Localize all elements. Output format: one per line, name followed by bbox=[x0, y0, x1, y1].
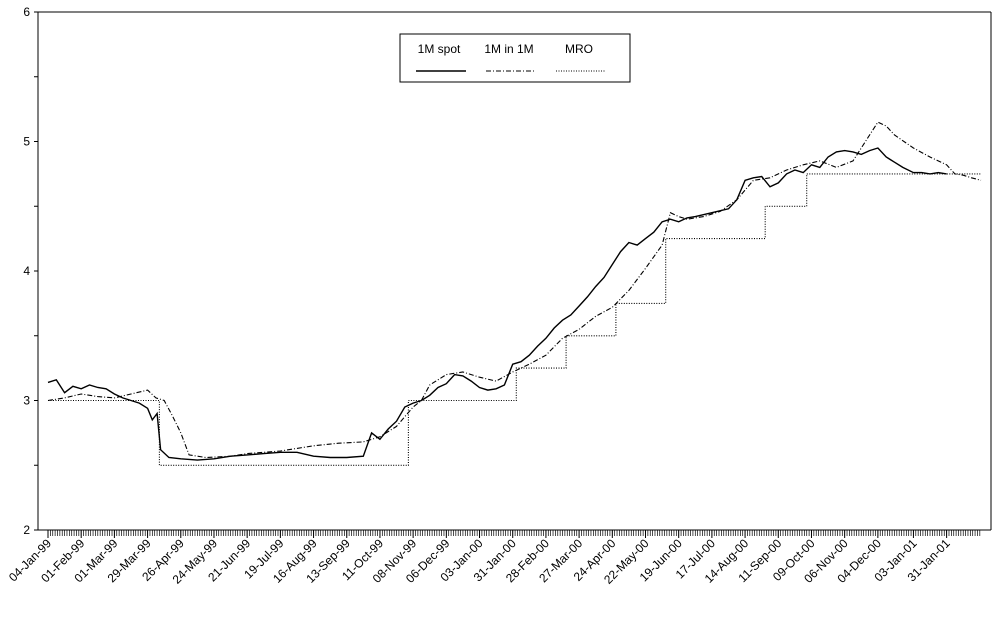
y-tick-label: 4 bbox=[23, 264, 30, 278]
legend-label: 1M in 1M bbox=[484, 42, 533, 56]
x-axis: 04-Jan-9901-Feb-9901-Mar-9929-Mar-9926-A… bbox=[6, 529, 991, 587]
legend-box bbox=[399, 33, 631, 83]
y-tick-label: 5 bbox=[23, 135, 30, 149]
y-tick-label: 3 bbox=[23, 394, 30, 408]
series-line-mro bbox=[48, 173, 981, 466]
legend: 1M spot 1M in 1M MRO bbox=[399, 33, 631, 83]
series-line-1m-in-1m bbox=[47, 121, 982, 459]
legend-label: 1M spot bbox=[418, 42, 461, 56]
series-layer bbox=[47, 121, 982, 466]
y-tick-label: 2 bbox=[23, 523, 30, 537]
y-axis: 2 3 4 5 6 bbox=[23, 5, 992, 537]
legend-label: MRO bbox=[565, 42, 593, 56]
y-tick-label: 6 bbox=[23, 5, 30, 19]
series-line-1m-spot bbox=[47, 147, 947, 461]
